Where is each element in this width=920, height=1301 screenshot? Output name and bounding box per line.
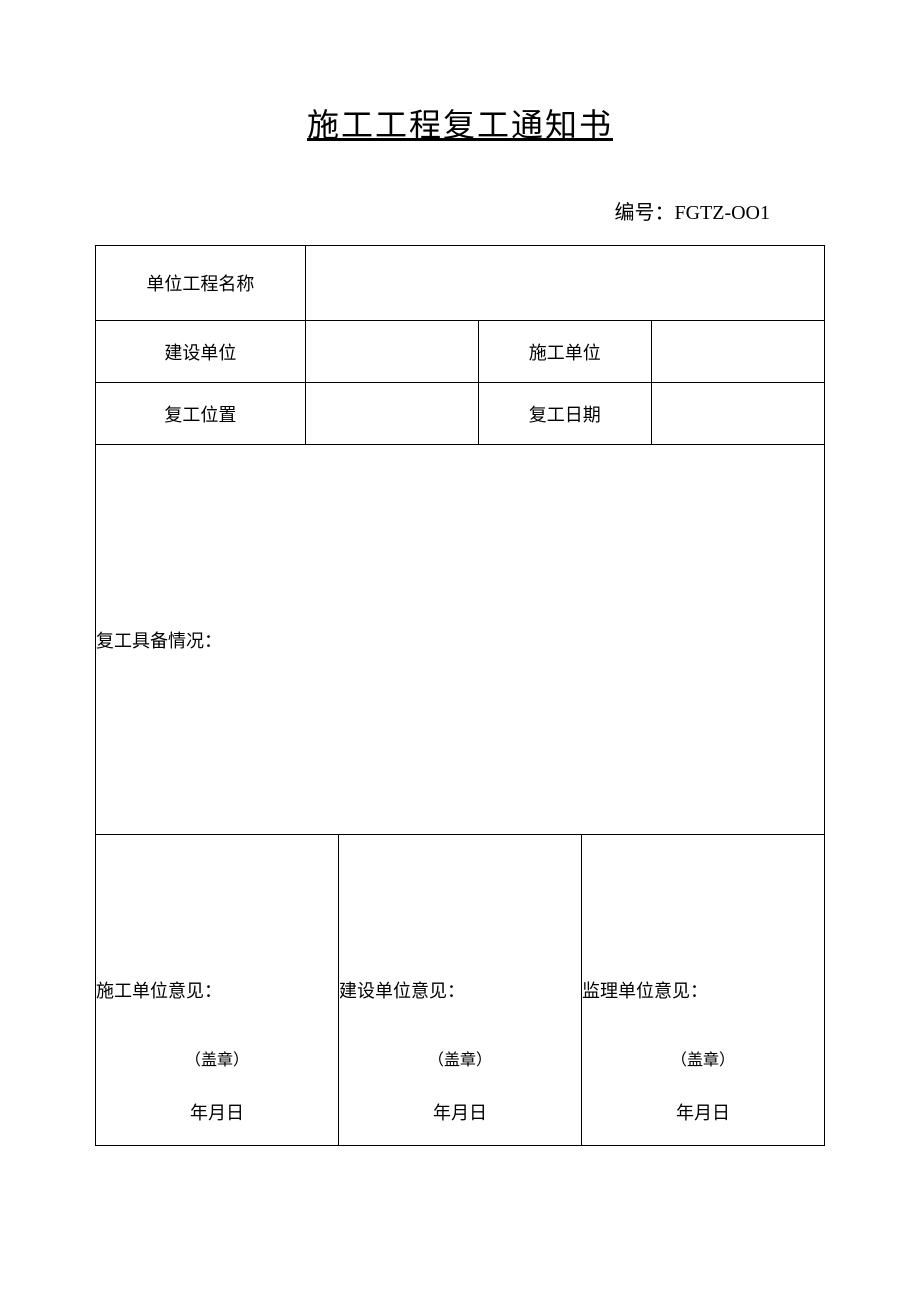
contractor-seal: （盖章） <box>96 1046 338 1070</box>
document-title: 施工工程复工通知书 <box>95 100 825 146</box>
row-conditions: 复工具备情况： <box>96 445 825 835</box>
owner-date: 年月日 <box>339 1099 581 1125</box>
contractor-value[interactable] <box>651 321 824 383</box>
project-name-label: 单位工程名称 <box>96 246 306 321</box>
opinions-table: 施工单位意见： （盖章） 年月日 建设单位意见： （盖章） 年月日 监理单位意见… <box>95 835 825 1146</box>
owner-opinion-label: 建设单位意见： <box>339 977 581 1003</box>
number-label: 编号： <box>614 202 674 224</box>
conditions-label: 复工具备情况： <box>96 631 222 651</box>
row-opinions: 施工单位意见： （盖章） 年月日 建设单位意见： （盖章） 年月日 监理单位意见… <box>96 835 825 1145</box>
contractor-date: 年月日 <box>96 1099 338 1125</box>
document-number: 编号：FGTZ-OO1 <box>95 196 825 225</box>
row-project-name: 单位工程名称 <box>96 246 825 321</box>
construction-unit-value[interactable] <box>305 321 478 383</box>
contractor-opinion-cell[interactable]: 施工单位意见： （盖章） 年月日 <box>96 835 339 1145</box>
supervisor-date: 年月日 <box>582 1099 824 1125</box>
conditions-cell[interactable]: 复工具备情况： <box>96 445 825 835</box>
supervisor-opinion-label: 监理单位意见： <box>582 977 824 1003</box>
row-resume: 复工位置 复工日期 <box>96 383 825 445</box>
contractor-label: 施工单位 <box>478 321 651 383</box>
contractor-opinion-label: 施工单位意见： <box>96 977 338 1003</box>
construction-unit-label: 建设单位 <box>96 321 306 383</box>
form-table: 单位工程名称 建设单位 施工单位 复工位置 复工日期 复工具备情况： <box>95 245 825 835</box>
resume-date-label: 复工日期 <box>478 383 651 445</box>
number-value: FGTZ-OO1 <box>674 202 770 224</box>
supervisor-opinion-cell[interactable]: 监理单位意见： （盖章） 年月日 <box>582 835 825 1145</box>
document-page: 施工工程复工通知书 编号：FGTZ-OO1 单位工程名称 建设单位 施工单位 复… <box>0 0 920 1146</box>
project-name-value[interactable] <box>305 246 824 321</box>
owner-seal: （盖章） <box>339 1046 581 1070</box>
row-units: 建设单位 施工单位 <box>96 321 825 383</box>
resume-location-label: 复工位置 <box>96 383 306 445</box>
owner-opinion-cell[interactable]: 建设单位意见： （盖章） 年月日 <box>339 835 582 1145</box>
resume-location-value[interactable] <box>305 383 478 445</box>
resume-date-value[interactable] <box>651 383 824 445</box>
supervisor-seal: （盖章） <box>582 1046 824 1070</box>
